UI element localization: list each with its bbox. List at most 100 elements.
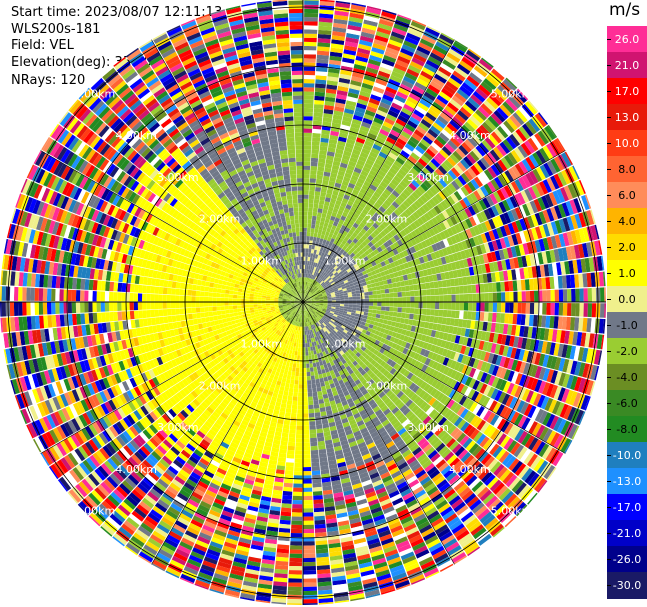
velocity-bin: [63, 225, 72, 238]
velocity-bin: [235, 280, 241, 285]
velocity-bin: [578, 273, 584, 288]
velocity-bin: [212, 311, 218, 316]
velocity-bin: [428, 145, 439, 155]
velocity-bin: [572, 259, 579, 274]
velocity-bin: [100, 302, 105, 312]
velocity-bin: [471, 284, 477, 294]
velocity-bin: [270, 92, 282, 98]
velocity-bin: [108, 192, 117, 204]
velocity-bin: [435, 193, 444, 203]
velocity-bin: [503, 212, 512, 224]
velocity-bin: [462, 103, 475, 115]
velocity-bin: [191, 75, 204, 85]
velocity-bin: [253, 146, 263, 153]
velocity-bin: [310, 170, 317, 175]
velocity-bin: [229, 286, 235, 291]
velocity-bin: [325, 281, 330, 285]
velocity-bin: [283, 255, 287, 261]
velocity-bin: [286, 297, 291, 300]
velocity-bin: [272, 104, 283, 111]
velocity-bin: [406, 216, 414, 225]
velocity-bin: [280, 75, 292, 81]
velocity-bin: [308, 248, 312, 254]
velocity-bin: [356, 293, 361, 297]
velocity-bin: [329, 246, 334, 252]
velocity-bin: [507, 269, 513, 281]
velocity-bin: [397, 87, 410, 96]
velocity-bin: [483, 283, 489, 293]
velocity-bin: [310, 261, 314, 267]
velocity-bin: [267, 244, 272, 250]
velocity-bin: [480, 244, 487, 254]
velocity-bin: [389, 204, 397, 212]
velocity-bin: [34, 151, 46, 166]
velocity-bin: [463, 156, 474, 167]
velocity-bin: [193, 79, 206, 89]
velocity-bin: [184, 28, 200, 38]
velocity-bin: [226, 97, 238, 106]
velocity-bin: [257, 2, 272, 9]
velocity-bin: [518, 106, 531, 121]
velocity-bin: [160, 118, 172, 129]
velocity-bin: [271, 280, 277, 284]
velocity-bin: [175, 73, 189, 84]
velocity-bin: [452, 270, 458, 279]
velocity-bin: [183, 249, 190, 258]
velocity-bin: [541, 251, 548, 264]
velocity-bin: [298, 252, 301, 257]
velocity-bin: [296, 157, 303, 162]
velocity-bin: [442, 264, 449, 272]
velocity-bin: [299, 235, 303, 241]
velocity-bin: [520, 190, 530, 203]
velocity-bin: [241, 177, 250, 184]
velocity-bin: [207, 219, 214, 227]
velocity-bin: [284, 291, 289, 295]
velocity-bin: [263, 209, 269, 216]
velocity-bin: [279, 271, 284, 277]
velocity-bin: [344, 45, 358, 52]
velocity-bin: [178, 141, 189, 151]
velocity-bin: [22, 179, 32, 195]
velocity-bin: [472, 236, 480, 246]
velocity-bin: [176, 138, 187, 148]
velocity-bin: [208, 287, 214, 293]
velocity-bin: [281, 288, 286, 292]
velocity-bin: [216, 297, 221, 302]
velocity-bin: [409, 246, 417, 254]
velocity-bin: [144, 150, 155, 161]
velocity-bin: [340, 297, 345, 301]
velocity-bin: [264, 257, 270, 262]
velocity-bin: [381, 58, 395, 67]
velocity-bin: [381, 254, 388, 261]
velocity-bin: [242, 272, 248, 277]
velocity-bin: [462, 196, 472, 207]
velocity-bin: [270, 281, 276, 286]
velocity-bin: [206, 260, 213, 267]
velocity-bin: [332, 253, 337, 259]
velocity-bin: [384, 117, 395, 126]
velocity-bin: [318, 285, 323, 289]
velocity-bin: [288, 0, 303, 1]
velocity-bin: [331, 298, 336, 301]
velocity-bin: [564, 151, 573, 166]
velocity-bin: [320, 217, 326, 223]
velocity-bin: [359, 151, 369, 159]
velocity-bin: [286, 191, 292, 196]
velocity-bin: [275, 29, 289, 35]
velocity-bin: [269, 138, 278, 145]
velocity-bin: [496, 189, 506, 201]
velocity-bin: [246, 83, 258, 91]
velocity-bin: [461, 142, 472, 153]
velocity-bin: [271, 180, 279, 187]
velocity-bin: [447, 183, 457, 193]
velocity-bin: [340, 184, 348, 191]
velocity-bin: [95, 223, 103, 235]
velocity-bin: [328, 138, 338, 145]
velocity-bin: [315, 83, 326, 89]
velocity-bin: [186, 151, 197, 161]
velocity-bin: [229, 169, 238, 177]
velocity-bin: [405, 291, 411, 297]
velocity-bin: [51, 221, 60, 235]
velocity-bin: [278, 141, 287, 147]
velocity-bin: [123, 147, 135, 159]
